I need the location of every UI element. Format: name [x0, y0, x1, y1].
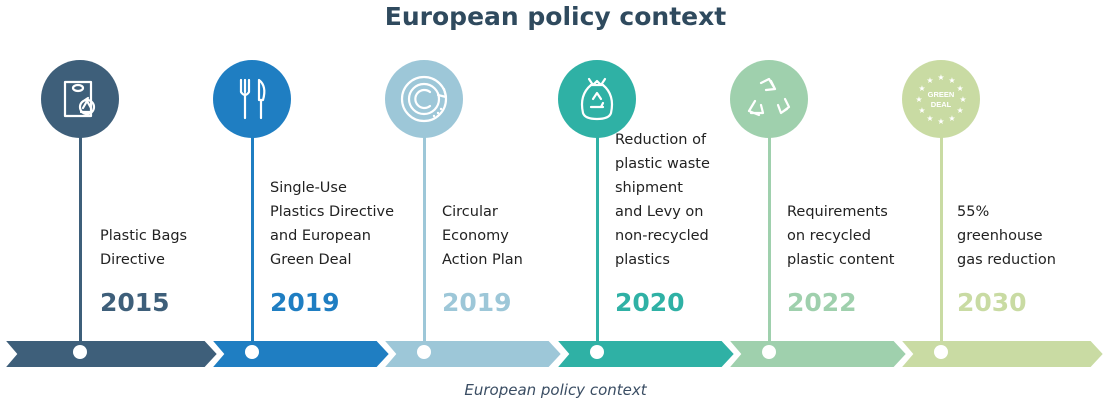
milestone-description-line: Economy — [442, 228, 509, 244]
svg-text:★: ★ — [915, 95, 922, 104]
milestone-description-line: non-recycled — [615, 228, 709, 244]
milestone-description: 55% greenhouse gas reduction — [957, 200, 1056, 272]
green-deal-icon: ★ ★ ★ ★ ★ ★ ★ ★ ★ ★ ★ ★ GREEN DEAL — [912, 70, 970, 128]
milestone-connector — [422, 134, 426, 351]
milestone-circle — [213, 60, 291, 138]
milestone-year: 2015 — [100, 288, 170, 317]
milestone-description-line: Plastics Directive — [270, 204, 395, 220]
milestone-description-line: on recycled — [787, 228, 871, 244]
milestone-connector — [78, 134, 82, 351]
milestone-circle — [730, 60, 808, 138]
milestone-dot — [73, 345, 87, 359]
milestone-description-line: plastics — [615, 252, 670, 268]
timeline-arrow-band — [1, 339, 1106, 369]
milestone-description: Single-Use Plastics Directive and European… — [270, 176, 394, 272]
milestone-year: 2020 — [615, 288, 685, 317]
milestone-description-line: Reduction of — [615, 132, 707, 148]
svg-text:★: ★ — [959, 95, 966, 104]
milestone-connector — [767, 134, 771, 351]
milestone-circle: ★ ★ ★ ★ ★ ★ ★ ★ ★ ★ ★ ★ GREEN DEAL — [902, 60, 980, 138]
svg-text:★: ★ — [937, 117, 944, 126]
circular-economy-icon — [396, 71, 452, 127]
svg-text:★: ★ — [937, 73, 944, 82]
milestone-description-line: Single-Use — [270, 180, 347, 196]
timeline-arrow-segment — [725, 339, 909, 369]
svg-text:GREEN: GREEN — [928, 90, 955, 99]
recycle-arrows-icon — [741, 71, 797, 127]
milestone-description-line: and Levy on — [615, 204, 704, 220]
milestone-description-line: Green Deal — [270, 252, 352, 268]
milestone-dot — [934, 345, 948, 359]
milestone-connector — [595, 134, 599, 351]
milestone-description: Requirements on recycled plastic content — [787, 200, 894, 272]
milestone-dot — [590, 345, 604, 359]
diagram-title: European policy context — [384, 2, 727, 31]
recycle-bag-icon — [571, 73, 623, 125]
milestone-description-line: Requirements — [787, 204, 888, 220]
milestone-year: 2019 — [442, 288, 512, 317]
timeline-arrow-segment — [897, 339, 1106, 369]
milestone-description-line: Plastic Bags — [100, 228, 188, 244]
milestone-dot — [417, 345, 431, 359]
svg-text:★: ★ — [948, 76, 955, 85]
milestone-description-line: plastic content — [787, 252, 895, 268]
milestone-connector — [939, 134, 943, 351]
milestone-description: Circular Economy Action Plan — [442, 200, 523, 272]
svg-text:★: ★ — [926, 76, 933, 85]
svg-text:★: ★ — [918, 84, 925, 93]
milestone-description-line: Action Plan — [442, 252, 523, 268]
svg-text:★: ★ — [918, 106, 925, 115]
milestone-description-line: and European — [270, 228, 371, 244]
milestone-description: Reduction of plastic waste shipment and Lev… — [615, 128, 710, 272]
milestone-description-line: 55% — [957, 204, 990, 220]
milestone-description-line: Directive — [100, 252, 165, 268]
milestone-description-line: Circular — [442, 204, 498, 220]
milestone-dot — [245, 345, 259, 359]
svg-text:★: ★ — [957, 106, 964, 115]
milestone-circle — [385, 60, 463, 138]
milestone-year: 2022 — [787, 288, 857, 317]
figure-caption: European policy context — [464, 381, 647, 399]
timeline-arrow-segment — [380, 339, 564, 369]
milestone-year: 2030 — [957, 288, 1027, 317]
milestone-connector — [250, 134, 254, 351]
plastic-bag-recycle-icon — [55, 74, 105, 124]
milestone-year: 2019 — [270, 288, 340, 317]
svg-text:DEAL: DEAL — [931, 100, 952, 109]
milestone-circle — [41, 60, 119, 138]
milestone-description-line: shipment — [615, 180, 683, 196]
svg-text:★: ★ — [957, 84, 964, 93]
timeline-arrow-segment — [208, 339, 392, 369]
svg-text:★: ★ — [926, 114, 933, 123]
milestone-description-line: gas reduction — [957, 252, 1056, 268]
milestone-dot — [762, 345, 776, 359]
milestone-description-line: plastic waste — [615, 156, 710, 172]
fork-knife-icon — [227, 74, 277, 124]
milestone-description: Plastic Bags Directive — [100, 224, 187, 272]
milestone-circle — [558, 60, 636, 138]
timeline-arrow-segment — [1, 339, 220, 369]
svg-text:★: ★ — [948, 114, 955, 123]
milestone-description-line: greenhouse — [957, 228, 1043, 244]
timeline-arrow-segment — [553, 339, 737, 369]
